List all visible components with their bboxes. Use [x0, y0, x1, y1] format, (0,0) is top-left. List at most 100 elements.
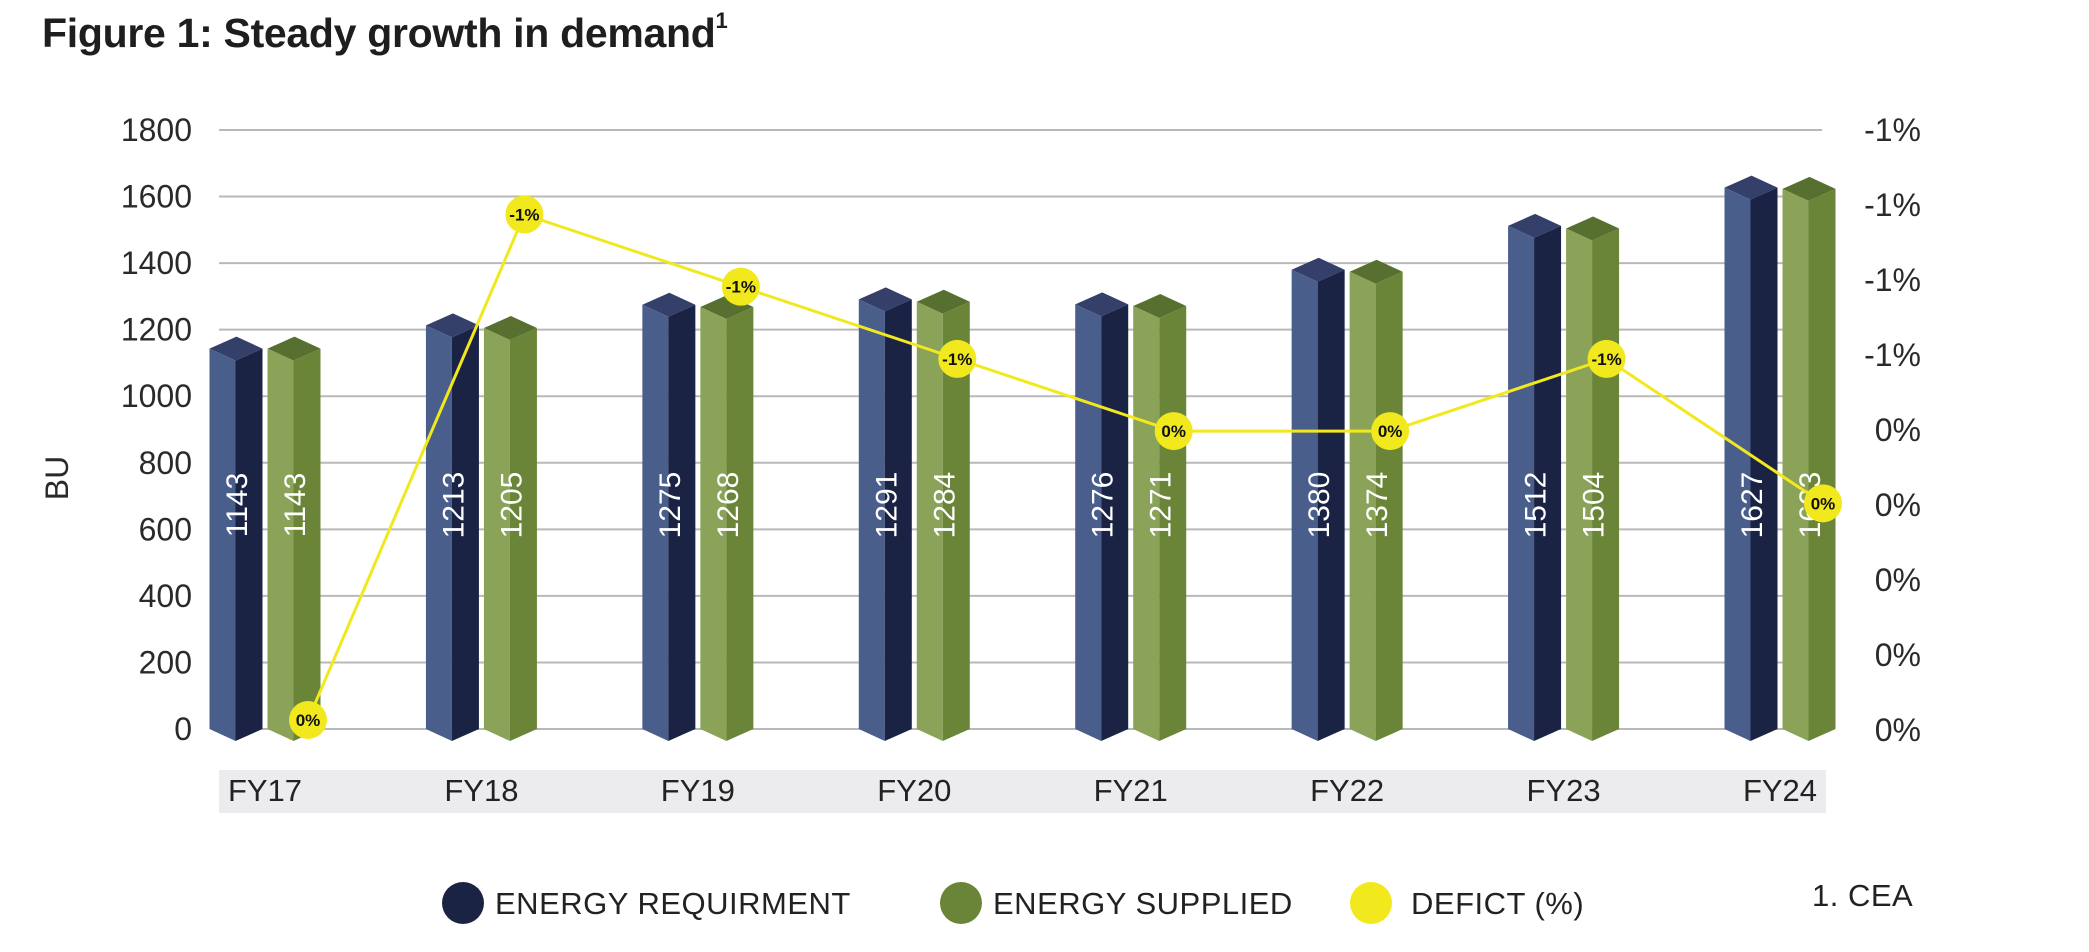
legend-swatch-deficit [1350, 882, 1392, 924]
bar-supplied-side [293, 348, 321, 741]
category-label: FY18 [444, 773, 518, 808]
bar-value-label: 1512 [1520, 472, 1553, 539]
bar-value-labels: 1143 1143 1213 1205 1275 1268 1291 1284 1276 1271… [221, 472, 1827, 539]
y2-tick-label: -1% [1864, 112, 1921, 148]
legend-swatch-supplied [940, 882, 982, 924]
bar-supplied-front [1782, 188, 1809, 741]
bar-requirement-side [1534, 225, 1562, 742]
deficit-label: 0% [296, 711, 321, 730]
category-label: FY19 [661, 773, 735, 808]
y-tick-label: 200 [139, 644, 192, 680]
deficit-line [306, 212, 1824, 721]
y2-tick-label: 0% [1875, 412, 1921, 448]
category-label: FY24 [1743, 773, 1817, 808]
category-label: FY23 [1527, 773, 1601, 808]
bar-supplied-front [1133, 306, 1160, 741]
bar-supplied-side [509, 328, 537, 741]
category-label: FY20 [877, 773, 951, 808]
y-tick-label: 1600 [121, 179, 192, 215]
deficit-point [1371, 412, 1410, 451]
bar-requirement-top [209, 336, 263, 361]
bar-requirement-side [1317, 269, 1345, 741]
bar-supplied-front [1566, 228, 1593, 742]
bar-supplied [700, 295, 754, 741]
y2-tick-label: 0% [1875, 712, 1921, 748]
bar-supplied-side [726, 307, 754, 741]
deficit-point [721, 267, 760, 306]
bar-value-label: 1205 [495, 472, 528, 539]
deficit-label: -1% [1591, 350, 1621, 369]
bar-requirement [1291, 257, 1345, 741]
deficit-point [938, 339, 977, 378]
bar-requirement-top [642, 292, 696, 317]
bar-requirement-front [1508, 225, 1535, 742]
bar-supplied-top [1349, 259, 1403, 284]
bar-requirement [209, 336, 263, 741]
category-band [219, 770, 1826, 813]
y-tick-label: 1400 [121, 245, 192, 281]
category-label: FY22 [1310, 773, 1384, 808]
legend-label-deficit: DEFICT (%) [1411, 886, 1584, 921]
bar-supplied-front [267, 348, 294, 741]
bar-supplied [1782, 176, 1836, 741]
bar-requirement-top [1724, 175, 1778, 200]
bar-value-label: 1213 [437, 472, 470, 539]
bar-value-label: 1291 [870, 472, 903, 539]
bar-requirement-side [668, 304, 696, 741]
bar-requirement-top [1291, 257, 1345, 282]
y-tick-label: 0 [174, 711, 192, 747]
bar-requirement-front [1724, 187, 1751, 741]
bar-requirement-front [642, 304, 669, 741]
category-label: FY17 [228, 773, 302, 808]
bar-supplied [1566, 216, 1620, 742]
bar-supplied-side [1808, 188, 1836, 741]
bar-requirement [858, 287, 912, 741]
y-axis-label: BU [39, 456, 75, 500]
footnote: 1. CEA [1812, 878, 1913, 913]
y2-tick-label: -1% [1864, 262, 1921, 298]
bar-supplied [1349, 259, 1403, 741]
bar-requirement [1508, 213, 1562, 742]
bar-value-label: 1143 [221, 473, 254, 538]
y2-tick-label: -1% [1864, 187, 1921, 223]
bar-requirement-front [858, 299, 885, 741]
chart-title-text: Figure 1: Steady growth in demand [42, 10, 716, 56]
category-label: FY21 [1094, 773, 1168, 808]
deficit-point [1154, 412, 1193, 451]
y2-tick-label: 0% [1875, 637, 1921, 673]
deficit-point [289, 701, 327, 739]
bar-supplied-side [1375, 271, 1403, 741]
deficit-label: -1% [509, 205, 539, 224]
bar-supplied-top [483, 316, 537, 341]
bar-supplied-top [267, 336, 321, 361]
deficit-point [1587, 339, 1626, 378]
bar-value-label: 1268 [712, 472, 745, 539]
bar-requirement-side [235, 348, 263, 741]
bar-supplied-top [1566, 216, 1620, 241]
secondary-axis-tick-labels: 0% 0% 0% 0% 0% -1% -1% -1% -1% [1864, 112, 1921, 748]
bar-supplied [483, 316, 537, 741]
y2-tick-label: -1% [1864, 337, 1921, 373]
bar-requirement-side [451, 325, 479, 741]
bar-value-label: 1627 [1736, 472, 1769, 539]
bar-value-label: 1143 [279, 473, 312, 538]
bar-requirement-front [1075, 304, 1102, 741]
deficit-point [1804, 484, 1842, 523]
bar-requirement [1724, 175, 1778, 741]
bar-supplied-front [1349, 271, 1376, 741]
bar-value-label: 1374 [1361, 472, 1394, 539]
category-labels: FY17 FY18 FY19 FY20 FY21 FY22 FY23 FY24 [228, 773, 1817, 808]
deficit-label: 0% [1811, 494, 1836, 513]
chart-title: Figure 1: Steady growth in demand1 [42, 8, 728, 57]
deficit-series: 0% -1% -1% -1% 0% 0% -1% 0% [289, 195, 1842, 739]
deficit-point [505, 195, 544, 234]
bar-requirement [642, 292, 696, 741]
y-tick-label: 400 [139, 578, 192, 614]
bar-requirement-top [1508, 213, 1562, 238]
legend: ENERGY REQUIRMENT ENERGY SUPPLIED DEFICT… [442, 882, 1584, 924]
bar-value-label: 1275 [654, 472, 687, 539]
bar-requirement-front [209, 348, 236, 741]
bar-requirement-top [425, 313, 479, 338]
legend-label-supplied: ENERGY SUPPLIED [993, 886, 1293, 921]
